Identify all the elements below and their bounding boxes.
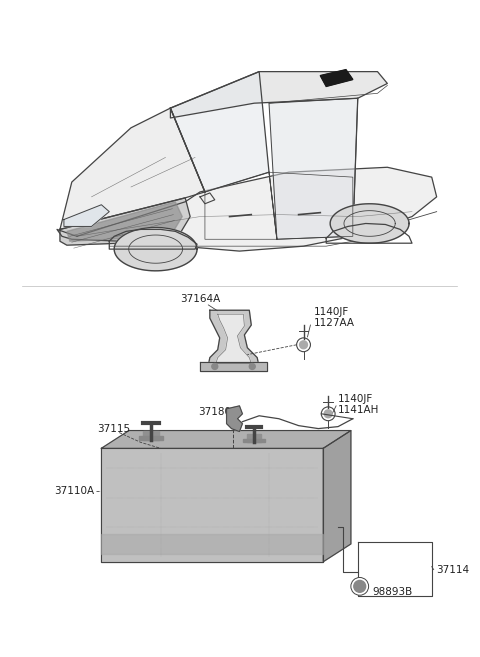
Text: 37180F: 37180F — [198, 407, 237, 417]
Polygon shape — [323, 430, 351, 562]
Circle shape — [354, 580, 366, 592]
Polygon shape — [216, 314, 251, 363]
Polygon shape — [208, 310, 259, 367]
Polygon shape — [101, 448, 323, 562]
Text: 37114: 37114 — [437, 564, 470, 575]
Polygon shape — [143, 430, 158, 440]
Text: 37115: 37115 — [96, 424, 130, 434]
Circle shape — [321, 407, 335, 420]
Polygon shape — [64, 205, 109, 227]
Polygon shape — [269, 99, 358, 239]
Polygon shape — [101, 430, 351, 448]
Text: 1127AA: 1127AA — [313, 318, 354, 328]
Polygon shape — [243, 440, 265, 442]
Text: 1140JF: 1140JF — [313, 307, 348, 317]
Text: 1140JF: 1140JF — [338, 394, 373, 404]
Polygon shape — [60, 108, 205, 229]
Polygon shape — [57, 168, 437, 251]
Text: 37110A: 37110A — [54, 486, 94, 496]
Polygon shape — [60, 198, 190, 245]
Text: 1141AH: 1141AH — [338, 405, 379, 415]
Polygon shape — [170, 72, 269, 192]
Text: 98893B: 98893B — [372, 587, 413, 597]
Circle shape — [324, 410, 332, 418]
Circle shape — [351, 578, 369, 595]
Polygon shape — [200, 361, 267, 371]
Polygon shape — [320, 70, 353, 87]
Polygon shape — [330, 204, 409, 243]
Circle shape — [297, 338, 311, 351]
Polygon shape — [170, 72, 387, 118]
Circle shape — [249, 363, 255, 369]
Polygon shape — [101, 534, 323, 554]
Polygon shape — [139, 436, 163, 440]
Polygon shape — [227, 406, 242, 432]
Text: 37164A: 37164A — [180, 294, 220, 304]
Polygon shape — [67, 202, 182, 241]
Circle shape — [212, 363, 218, 369]
Polygon shape — [114, 227, 197, 271]
Polygon shape — [247, 434, 261, 442]
Circle shape — [300, 341, 308, 349]
